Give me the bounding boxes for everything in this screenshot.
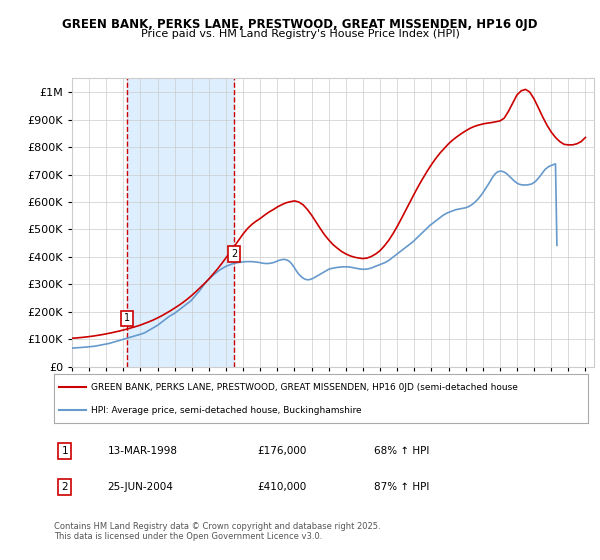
Text: GREEN BANK, PERKS LANE, PRESTWOOD, GREAT MISSENDEN, HP16 0JD: GREEN BANK, PERKS LANE, PRESTWOOD, GREAT… [62, 18, 538, 31]
Text: Price paid vs. HM Land Registry's House Price Index (HPI): Price paid vs. HM Land Registry's House … [140, 29, 460, 39]
Text: HPI: Average price, semi-detached house, Buckinghamshire: HPI: Average price, semi-detached house,… [91, 406, 362, 415]
Text: 1: 1 [124, 314, 130, 324]
Text: 2: 2 [231, 249, 238, 259]
Text: £410,000: £410,000 [257, 482, 306, 492]
Text: 13-MAR-1998: 13-MAR-1998 [107, 446, 178, 456]
Text: Contains HM Land Registry data © Crown copyright and database right 2025.
This d: Contains HM Land Registry data © Crown c… [54, 522, 380, 542]
Text: GREEN BANK, PERKS LANE, PRESTWOOD, GREAT MISSENDEN, HP16 0JD (semi-detached hous: GREEN BANK, PERKS LANE, PRESTWOOD, GREAT… [91, 383, 518, 392]
Text: 1: 1 [61, 446, 68, 456]
Text: 25-JUN-2004: 25-JUN-2004 [107, 482, 173, 492]
Text: 68% ↑ HPI: 68% ↑ HPI [374, 446, 430, 456]
Bar [127, 78, 234, 367]
Text: 87% ↑ HPI: 87% ↑ HPI [374, 482, 430, 492]
Text: 2: 2 [61, 482, 68, 492]
Text: £176,000: £176,000 [257, 446, 306, 456]
